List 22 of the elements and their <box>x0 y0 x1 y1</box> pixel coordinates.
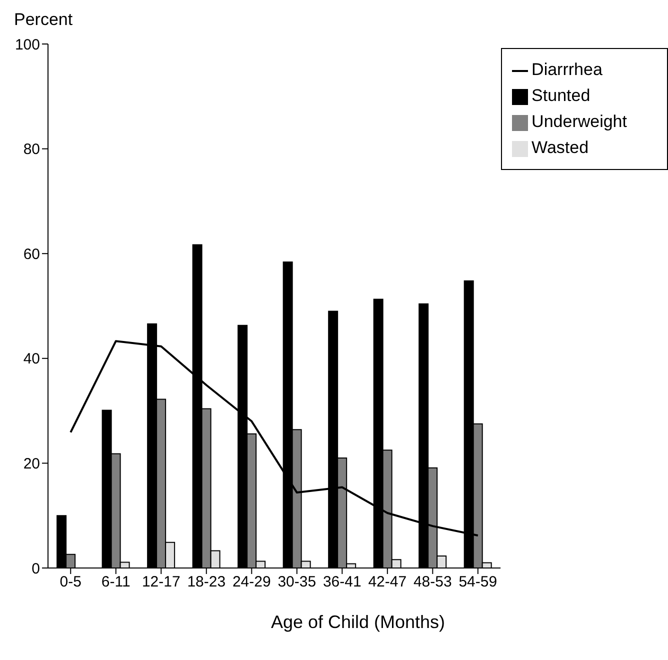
y-axis-title: Percent <box>14 10 73 30</box>
x-tick-label: 24-29 <box>232 574 271 591</box>
x-tick-label: 6-11 <box>101 574 130 591</box>
x-tick-label: 30-35 <box>278 574 316 591</box>
y-tick-label: 80 <box>23 141 40 158</box>
x-tick-label: 54-59 <box>458 574 498 591</box>
y-tick-label: 40 <box>23 350 40 368</box>
y-tick-label: 20 <box>23 456 40 473</box>
x-tick-label: 42-47 <box>368 574 407 591</box>
y-tick-label: 0 <box>32 560 40 578</box>
legend-label: Underweight <box>532 112 627 131</box>
x-tick-label: 12-17 <box>142 574 180 591</box>
y-tick-label: 100 <box>14 36 40 54</box>
x-axis-title: Age of Child (Months) <box>270 612 446 633</box>
x-tick-label: 36-41 <box>322 574 362 591</box>
x-tick-label: 18-23 <box>187 574 226 591</box>
legend-label: Diarrrhea <box>532 60 602 79</box>
legend-label: Wasted <box>532 138 589 157</box>
legend-label: Stunted <box>532 86 590 105</box>
y-tick-label: 60 <box>23 246 40 263</box>
x-tick-label: 48-53 <box>413 574 452 591</box>
x-tick-label: 0-5 <box>60 574 82 591</box>
